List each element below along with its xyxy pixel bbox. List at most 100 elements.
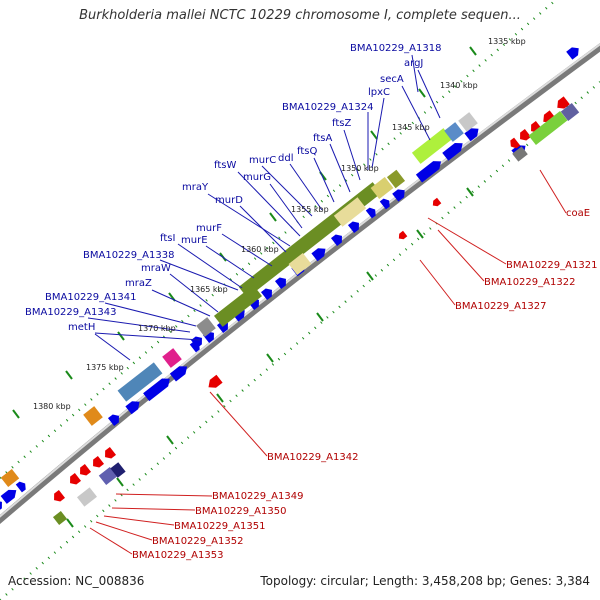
leader-line	[419, 259, 456, 306]
gene-label: metH	[68, 322, 95, 333]
forward-gene	[15, 481, 26, 493]
gene-label: BMA10229_A1341	[45, 292, 136, 303]
gene-block	[77, 487, 97, 507]
tick-label: 1370 kbp	[138, 324, 176, 333]
gene-block	[162, 348, 182, 368]
gene-label: BMA10229_A1352	[152, 536, 243, 547]
leader-line	[343, 129, 361, 181]
gene-label: BMA10229_A1351	[174, 521, 265, 532]
gene-block	[110, 462, 126, 478]
leader-line	[417, 69, 441, 119]
forward-gene	[260, 288, 272, 301]
forward-gene	[169, 366, 188, 382]
kbp-tick-mark	[466, 187, 474, 197]
gene-block	[0, 468, 20, 488]
leader-line	[237, 171, 301, 237]
forward-gene	[464, 128, 479, 142]
map-title: Burkholderia mallei NCTC 10229 chromosom…	[79, 8, 521, 23]
reverse-gene	[520, 128, 532, 141]
leader-line	[177, 243, 243, 289]
leader-line	[205, 245, 255, 279]
leader-line	[151, 289, 211, 317]
forward-gene	[107, 414, 119, 427]
gene-label: ddl	[278, 153, 293, 164]
label-leader-lines	[87, 54, 567, 555]
gene-features	[0, 47, 580, 526]
gene-label: BMA10229_A1349	[212, 491, 303, 502]
reverse-gene	[432, 197, 442, 207]
reverse-gene	[105, 446, 117, 459]
gene-label: mraZ	[125, 278, 152, 289]
leader-line	[103, 515, 175, 526]
forward-gene	[566, 47, 579, 60]
leader-line	[169, 273, 219, 313]
inner-dotted-arc	[0, 81, 600, 600]
leader-line	[111, 507, 196, 511]
leader-line	[269, 183, 303, 229]
gene-label: murD	[215, 195, 243, 206]
gene-label: murC	[249, 155, 276, 166]
gene-label: BMA10229_A1353	[132, 550, 223, 561]
leader-line	[539, 169, 567, 214]
leader-line	[411, 54, 419, 93]
chromosome-backbone-highlight	[0, 43, 600, 518]
gene-block	[52, 510, 68, 526]
gene-block	[370, 176, 394, 200]
gene-label: ftsA	[313, 133, 332, 144]
leader-line	[427, 217, 507, 265]
gene-label: BMA10229_A1343	[25, 307, 116, 318]
kbp-tick-mark	[116, 477, 124, 487]
tick-label: 1350 kbp	[341, 164, 379, 173]
forward-gene	[442, 142, 463, 161]
forward-gene	[379, 198, 390, 210]
forward-gene	[143, 378, 170, 402]
forward-gene	[330, 234, 342, 247]
leader-line	[95, 521, 153, 541]
leader-line	[401, 85, 431, 141]
gene-block	[238, 182, 382, 298]
gene-block	[458, 112, 478, 132]
kbp-tick-mark	[117, 331, 125, 341]
gene-block	[83, 406, 103, 426]
gene-label: BMA10229_A1327	[455, 301, 546, 312]
kbp-tick-mark	[216, 393, 224, 403]
gene-label: BMA10229_A1338	[83, 250, 174, 261]
leader-line	[437, 229, 485, 282]
leader-line	[239, 205, 287, 253]
kbp-tick-labels: 1335 kbp 1340 kbp 1345 kbp 1350 kbp 1355…	[33, 37, 526, 411]
reverse-gene	[80, 463, 92, 476]
reverse-gene	[557, 96, 570, 109]
tick-label: 1345 kbp	[392, 123, 430, 132]
gene-label: BMA10229_A1322	[484, 277, 575, 288]
reverse-gene	[70, 472, 82, 485]
gene-block	[288, 252, 312, 276]
leader-line	[87, 317, 191, 333]
kbp-tick-mark	[66, 518, 74, 528]
forward-gene	[0, 489, 17, 504]
gene-label: BMA10229_A1350	[195, 506, 286, 517]
gene-block	[411, 128, 453, 164]
gene-label: argJ	[404, 58, 423, 69]
tick-label: 1380 kbp	[33, 402, 71, 411]
reverse-gene	[208, 374, 223, 388]
kbp-tick-mark	[266, 353, 274, 363]
accession-label: Accession: NC_008836	[8, 574, 145, 588]
forward-gene	[311, 248, 326, 262]
leader-line	[159, 259, 239, 291]
gene-label: coaE	[566, 208, 590, 219]
tick-label: 1340 kbp	[440, 81, 478, 90]
forward-gene	[392, 189, 405, 202]
gene-label: ftsQ	[297, 146, 317, 157]
leader-line	[94, 333, 131, 361]
leader-line	[89, 527, 133, 555]
forward-gene	[347, 221, 359, 234]
forward-gene	[365, 207, 376, 219]
kbp-tick-mark	[418, 88, 426, 98]
leader-line	[261, 165, 313, 217]
forward-gene	[274, 277, 286, 290]
leader-line	[209, 391, 268, 457]
forward-gene-labels: BMA10229_A1318 argJ secA lpxC BMA10229_A…	[25, 43, 441, 333]
gene-label: secA	[380, 74, 404, 85]
gene-label: murG	[243, 172, 271, 183]
